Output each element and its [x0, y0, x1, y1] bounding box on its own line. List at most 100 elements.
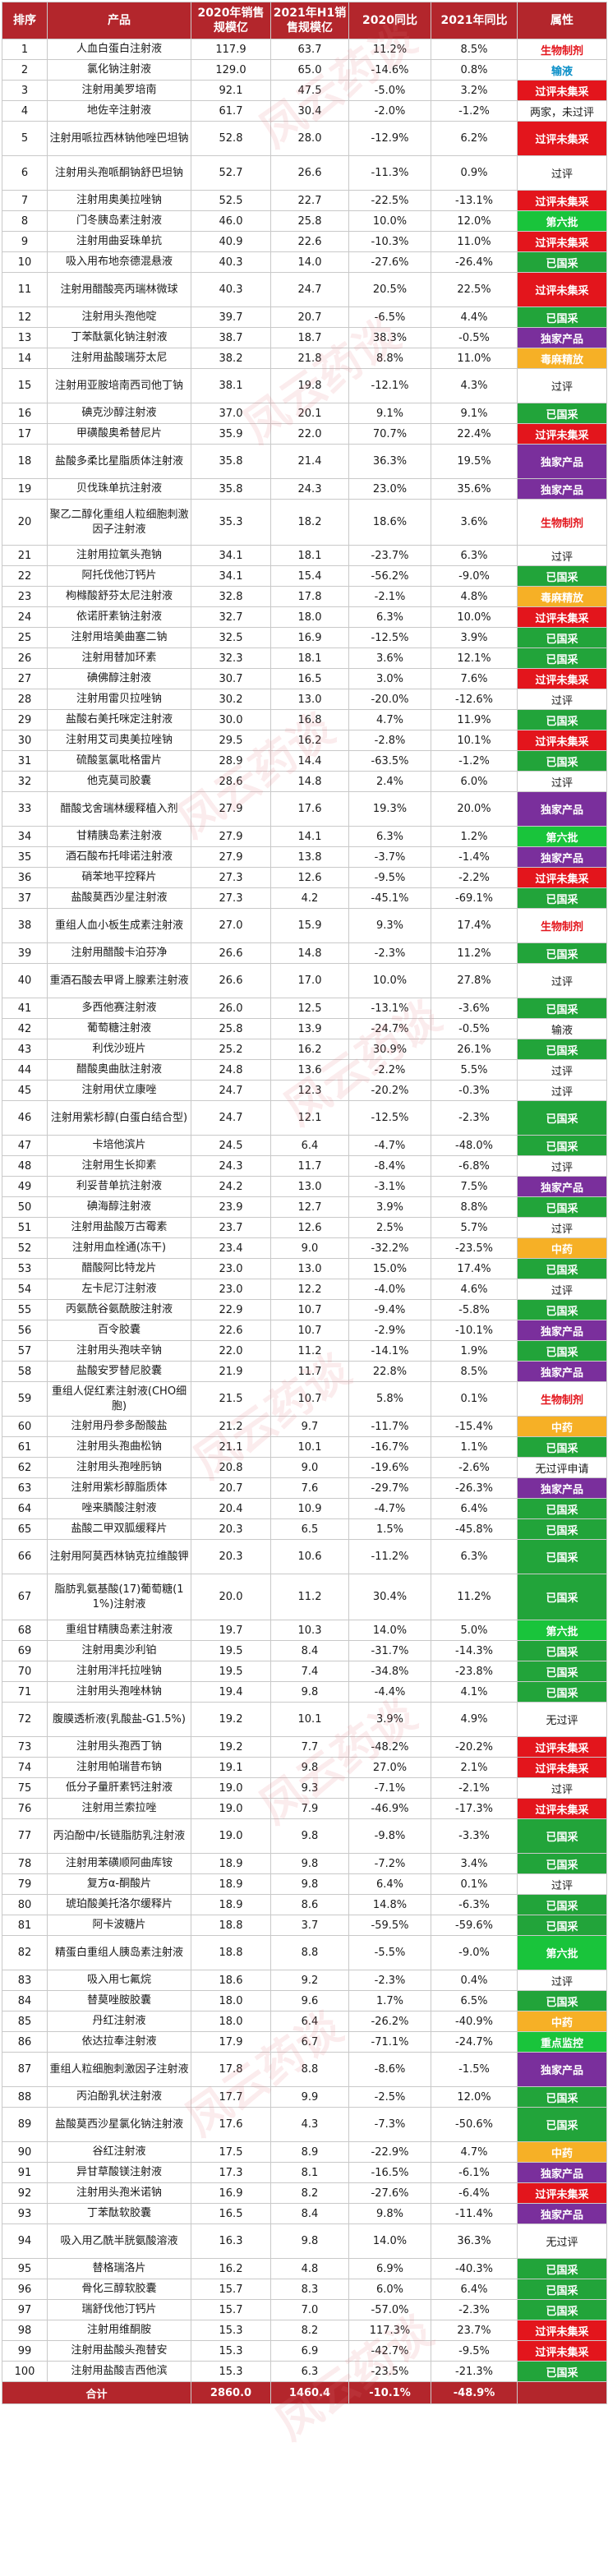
sales-2020-cell: 19.2	[191, 1736, 271, 1758]
table-row: 72 腹膜透析液(乳酸盐-G1.5%) 19.2 10.1 3.9% 4.9% 无过评	[2, 1702, 607, 1737]
attribute-cell: 过评	[517, 545, 607, 566]
sales-2020-cell: 92.1	[191, 80, 271, 101]
rank-cell: 97	[2, 2299, 48, 2320]
sales-2020-cell: 38.1	[191, 368, 271, 403]
yoy-2020-cell: -8.6%	[348, 2052, 431, 2087]
table-row: 71 注射用头孢唑林钠 19.4 9.8 -4.4% 4.1% 已国采	[2, 1681, 607, 1703]
yoy-2021-cell: 1.1%	[431, 1436, 518, 1458]
sales-2020-cell: 15.7	[191, 2299, 271, 2320]
attribute-cell: 中药	[517, 1416, 607, 1437]
sales-2020-cell: 18.9	[191, 1873, 271, 1895]
yoy-2020-cell: -34.8%	[348, 1661, 431, 1682]
table-row: 34 甘精胰岛素注射液 27.9 14.1 6.3% 1.2% 第六批	[2, 826, 607, 847]
attribute-tag: 已国采	[518, 628, 606, 647]
rank-cell: 64	[2, 1498, 48, 1519]
rank-cell: 12	[2, 306, 48, 328]
attribute-cell: 已国采	[517, 403, 607, 424]
product-name-cell: 瑞舒伐他汀钙片	[47, 2299, 191, 2320]
product-name-cell: 注射用头孢米诺钠	[47, 2182, 191, 2204]
rank-cell: 50	[2, 1196, 48, 1218]
sales-2020-cell: 20.3	[191, 1518, 271, 1540]
yoy-2021-cell: 12.0%	[431, 210, 518, 232]
yoy-2020-cell: -11.2%	[348, 1539, 431, 1574]
sales-2021h1-cell: 15.9	[270, 908, 349, 943]
rank-cell: 35	[2, 846, 48, 868]
attribute-cell: 独家产品	[517, 1477, 607, 1499]
yoy-2020-cell: 14.0%	[348, 1620, 431, 1641]
sales-2020-cell: 19.0	[191, 1798, 271, 1819]
attribute-tag: 无过评	[518, 1703, 606, 1736]
product-name-cell: 注射用醋酸亮丙瑞林微球	[47, 272, 191, 307]
sales-2021h1-cell: 12.6	[270, 867, 349, 888]
attribute-cell: 已国采	[517, 1640, 607, 1661]
sales-2021h1-cell: 13.0	[270, 689, 349, 710]
table-row: 88 丙泊酚乳状注射液 17.7 9.9 -2.5% 12.0% 已国采	[2, 2086, 607, 2108]
yoy-2020-cell: -6.5%	[348, 306, 431, 328]
attribute-tag: 过评未集采	[518, 1737, 606, 1757]
product-name-cell: 注射用美罗培南	[47, 80, 191, 101]
sales-2020-cell: 18.9	[191, 1853, 271, 1874]
table-row: 15 注射用亚胺培南西司他丁钠 38.1 19.8 -12.1% 4.3% 过评	[2, 368, 607, 403]
sales-2021h1-cell: 10.1	[270, 1436, 349, 1458]
table-body: 1 人血白蛋白注射液 117.9 63.7 11.2% 8.5% 生物制剂 2 氯化钠注射液 12…	[2, 39, 607, 2404]
rank-cell: 19	[2, 478, 48, 500]
sales-2020-cell: 27.3	[191, 887, 271, 909]
product-name-cell: 注射用雷贝拉唑钠	[47, 689, 191, 710]
sales-2021h1-cell: 12.6	[270, 1217, 349, 1238]
yoy-2020-cell: -2.8%	[348, 730, 431, 751]
attribute-tag: 中药	[518, 1238, 606, 1258]
table-row: 25 注射用培美曲塞二钠 32.5 16.9 -12.5% 3.9% 已国采	[2, 627, 607, 648]
yoy-2021-cell: 17.4%	[431, 1258, 518, 1279]
sales-2020-cell: 15.3	[191, 2340, 271, 2362]
product-name-cell: 注射用曲妥珠单抗	[47, 231, 191, 252]
rank-cell: 26	[2, 647, 48, 669]
rank-cell: 69	[2, 1640, 48, 1661]
yoy-2020-cell: 3.9%	[348, 1196, 431, 1218]
rank-cell: 47	[2, 1135, 48, 1156]
table-row: 73 注射用头孢西丁钠 19.2 7.7 -48.2% -20.2% 过评未集采	[2, 1736, 607, 1758]
sales-2020-cell: 24.5	[191, 1135, 271, 1156]
yoy-2021-cell: -40.9%	[431, 2011, 518, 2032]
yoy-2021-cell: -3.3%	[431, 1818, 518, 1854]
yoy-2020-cell: -13.1%	[348, 998, 431, 1019]
attribute-cell: 已国采	[517, 1100, 607, 1136]
product-name-cell: 门冬胰岛素注射液	[47, 210, 191, 232]
yoy-2020-cell: 38.3%	[348, 327, 431, 348]
attribute-tag: 已国采	[518, 2259, 606, 2279]
sales-2020-cell: 35.8	[191, 478, 271, 500]
rank-cell: 10	[2, 251, 48, 273]
yoy-2020-cell: -4.7%	[348, 1135, 431, 1156]
attribute-cell: 过评未集采	[517, 1757, 607, 1778]
attribute-tag: 已国采	[518, 1101, 606, 1135]
attribute-tag: 过评未集采	[518, 2183, 606, 2203]
sales-2020-cell: 32.7	[191, 606, 271, 628]
rank-cell: 21	[2, 545, 48, 566]
attribute-cell: 过评未集采	[517, 606, 607, 628]
rank-cell: 37	[2, 887, 48, 909]
attribute-cell: 生物制剂	[517, 1381, 607, 1417]
rank-cell: 22	[2, 565, 48, 587]
yoy-2020-cell: -12.9%	[348, 121, 431, 156]
attribute-cell: 已国采	[517, 1299, 607, 1320]
attribute-tag: 第六批	[518, 1936, 606, 1970]
sales-2020-cell: 27.9	[191, 846, 271, 868]
sales-2020-cell: 18.0	[191, 2011, 271, 2032]
attribute-cell: 独家产品	[517, 327, 607, 348]
table-row: 7 注射用奥美拉唑钠 52.5 22.7 -22.5% -13.1% 过评未集采	[2, 190, 607, 211]
yoy-2021-cell: -0.5%	[431, 327, 518, 348]
rank-cell: 49	[2, 1176, 48, 1197]
sales-2020-cell: 27.9	[191, 826, 271, 847]
rank-cell: 91	[2, 2162, 48, 2183]
yoy-2020-cell: -2.0%	[348, 100, 431, 122]
attribute-tag: 第六批	[518, 1620, 606, 1640]
attribute-tag: 过评未集采	[518, 730, 606, 750]
attribute-tag: 独家产品	[518, 792, 606, 826]
product-name-cell: 吸入用七氟烷	[47, 1970, 191, 1991]
product-name-cell: 丹红注射液	[47, 2011, 191, 2032]
attribute-cell: 已国采	[517, 1436, 607, 1458]
yoy-2020-cell: -2.9%	[348, 1320, 431, 1341]
attribute-cell: 过评未集采	[517, 1736, 607, 1758]
sales-2020-cell: 19.4	[191, 1681, 271, 1703]
attribute-cell: 已国采	[517, 1340, 607, 1362]
yoy-2021-cell: 22.5%	[431, 272, 518, 307]
